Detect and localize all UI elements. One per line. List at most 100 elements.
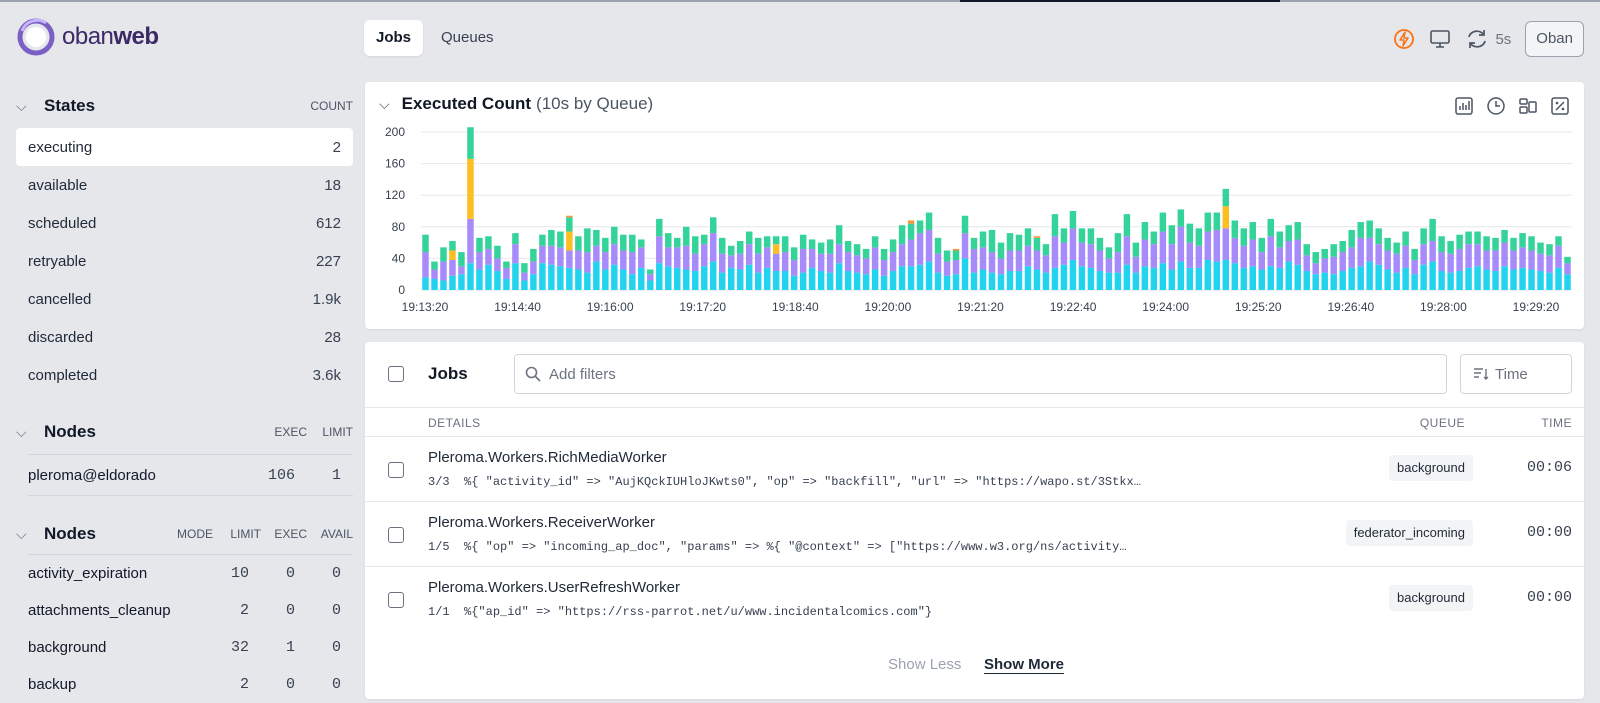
chart-bar[interactable] [1114, 272, 1122, 290]
state-row-executing[interactable]: executing 2 [16, 128, 353, 166]
chart-bar[interactable] [1474, 244, 1481, 267]
chart-bar[interactable] [736, 253, 744, 270]
chart-bar[interactable] [476, 237, 483, 253]
chart-bar[interactable] [1483, 250, 1490, 270]
chart-bar[interactable] [1456, 271, 1463, 290]
chart-bar[interactable] [808, 267, 816, 290]
chart-bar[interactable] [1330, 274, 1337, 290]
chart-bar[interactable] [754, 237, 762, 254]
chart-bar[interactable] [970, 272, 978, 290]
chart-bar[interactable] [808, 248, 816, 268]
chart-bar[interactable] [1420, 244, 1427, 265]
chart-bar[interactable] [1303, 271, 1310, 290]
chart-bar[interactable] [1348, 267, 1355, 290]
chart-bar[interactable] [1528, 236, 1535, 251]
chart-bar[interactable] [602, 252, 609, 270]
chart-bar[interactable] [1366, 261, 1373, 290]
chart-bar[interactable] [458, 274, 465, 290]
chart-bar[interactable] [548, 245, 555, 265]
chart-bar[interactable] [889, 239, 897, 253]
chart-bar[interactable] [1357, 266, 1364, 290]
chart-bar[interactable] [1339, 271, 1346, 290]
chart-bar[interactable] [1321, 248, 1328, 259]
chart-bar[interactable] [1294, 264, 1301, 290]
chart-bar[interactable] [790, 247, 798, 260]
chart-bar[interactable] [988, 272, 996, 290]
queue-badge[interactable]: background [1389, 585, 1473, 611]
chart-bar[interactable] [692, 271, 699, 290]
chart-bar[interactable] [799, 272, 807, 290]
chart-bar[interactable] [1321, 272, 1328, 290]
state-row-scheduled[interactable]: scheduled 612 [16, 204, 353, 242]
chart-bar[interactable] [1204, 231, 1212, 260]
queue-row[interactable]: attachments_cleanup 2 0 0 [16, 592, 353, 629]
chart-bar[interactable] [943, 261, 951, 276]
chart-bar[interactable] [1222, 188, 1230, 207]
chart-bar[interactable] [1069, 211, 1077, 229]
chart-bar[interactable] [952, 250, 960, 260]
chart-bar[interactable] [1456, 248, 1463, 272]
chart-bar[interactable] [1402, 245, 1409, 268]
chart-bar[interactable] [602, 237, 609, 253]
chart-bar[interactable] [907, 220, 915, 224]
chart-bar[interactable] [710, 217, 717, 234]
chart-bar[interactable] [916, 233, 924, 265]
state-row-discarded[interactable]: discarded 28 [16, 318, 353, 356]
node-row[interactable]: pleroma@eldorado 106 1 [16, 455, 353, 495]
chart-bar[interactable] [665, 266, 672, 290]
chart-bar[interactable] [880, 248, 888, 260]
chart-bar[interactable] [467, 263, 474, 290]
chart-bar[interactable] [745, 264, 753, 290]
chart-bar[interactable] [629, 234, 636, 253]
chart-bar[interactable] [1078, 228, 1086, 243]
group-by-icon[interactable] [1518, 96, 1538, 116]
chart-bar[interactable] [557, 266, 564, 290]
chart-bar[interactable] [566, 267, 573, 290]
chart-bar[interactable] [1258, 269, 1265, 290]
chart-bar[interactable] [934, 237, 942, 254]
chart-bar[interactable] [925, 261, 933, 290]
chart-bar[interactable] [871, 269, 879, 290]
chart-bar[interactable] [1024, 266, 1032, 290]
chart-bar[interactable] [602, 269, 609, 290]
chart-bar[interactable] [1069, 228, 1077, 260]
chart-bar[interactable] [1096, 237, 1104, 251]
chart-bar[interactable] [1447, 253, 1454, 273]
chart-bar[interactable] [961, 215, 969, 234]
chart-bar[interactable] [575, 236, 582, 251]
chart-bar[interactable] [1249, 266, 1257, 290]
nodes-header[interactable]: ⌵ Nodes EXEC LIMIT [16, 416, 353, 448]
chart-bar[interactable] [1015, 271, 1023, 290]
chart-bar[interactable] [566, 217, 573, 232]
chart-bar[interactable] [853, 244, 861, 256]
chart-bar[interactable] [1132, 256, 1140, 273]
chart-bar[interactable] [1177, 226, 1185, 262]
chart-bar[interactable] [422, 234, 429, 253]
chart-bar[interactable] [1384, 250, 1391, 270]
chart-bar[interactable] [1042, 255, 1050, 273]
chart-bar[interactable] [1267, 266, 1274, 290]
chart-bar[interactable] [656, 236, 663, 264]
chart-bar[interactable] [1051, 214, 1059, 237]
chart-bar[interactable] [674, 237, 681, 248]
chart-bar[interactable] [665, 233, 672, 248]
chart-bar[interactable] [449, 250, 456, 260]
chart-bar[interactable] [754, 253, 762, 273]
chart-bar[interactable] [835, 263, 843, 290]
chevron-down-icon[interactable]: ⌵ [16, 525, 27, 542]
chart-bar[interactable] [467, 158, 474, 219]
chart-bar[interactable] [1060, 242, 1068, 265]
chart-bar[interactable] [1420, 264, 1427, 290]
chart-bar[interactable] [1060, 264, 1068, 290]
select-all-checkbox[interactable] [388, 366, 404, 382]
job-checkbox[interactable] [388, 592, 404, 608]
chart-bar[interactable] [1159, 231, 1167, 264]
chart-bar[interactable] [799, 248, 807, 273]
chart-bar[interactable] [458, 266, 465, 275]
chart-bar[interactable] [521, 263, 528, 273]
chart-bar[interactable] [1519, 267, 1526, 290]
chart-bar[interactable] [1555, 236, 1562, 246]
chart-bar[interactable] [979, 231, 987, 248]
chart-bar[interactable] [611, 226, 618, 245]
chart-bar[interactable] [835, 244, 843, 264]
